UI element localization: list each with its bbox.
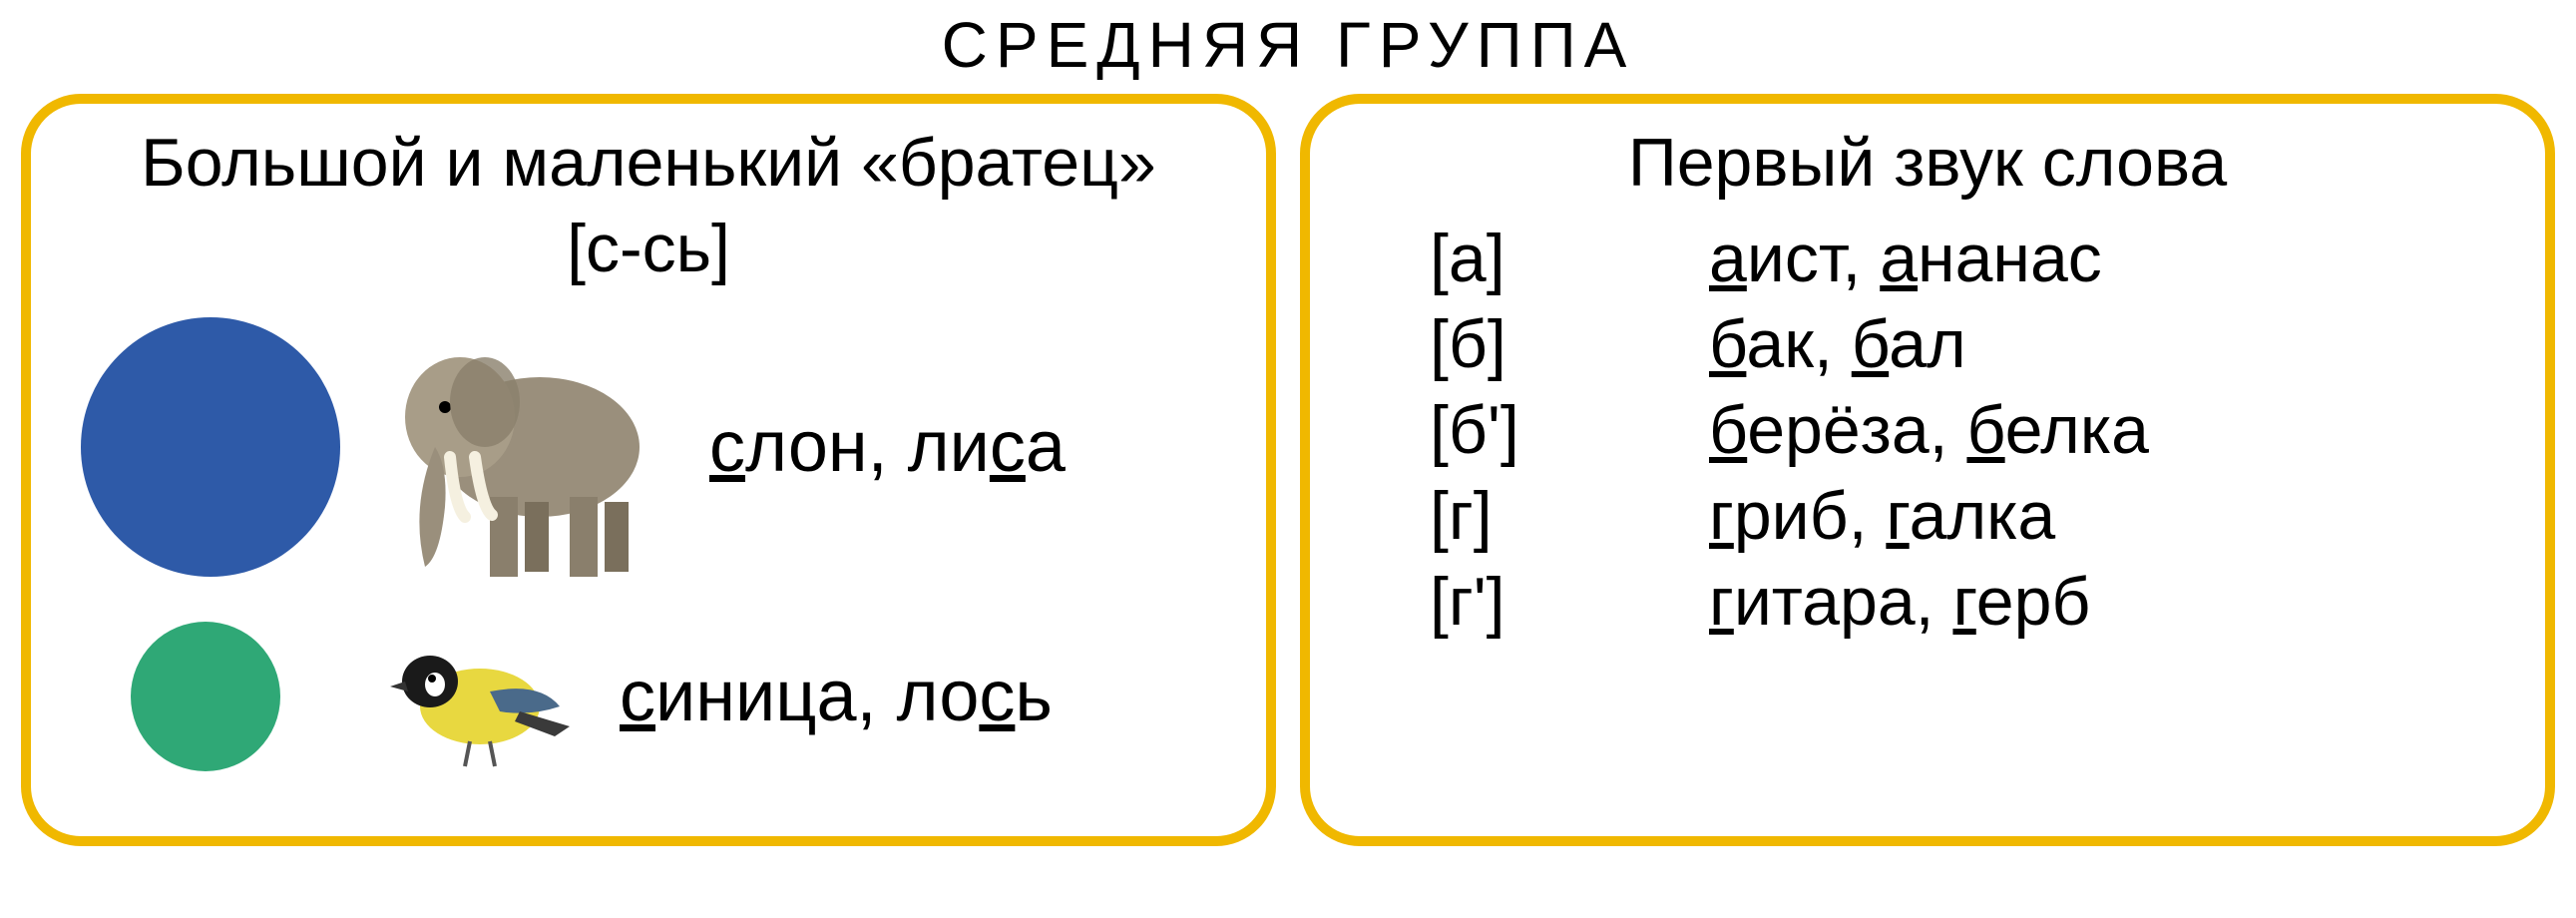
sound-label: [б] <box>1430 305 1709 383</box>
word-post: елка <box>2005 392 2149 468</box>
word-post: алка <box>1910 478 2056 554</box>
word-underline: с <box>620 657 655 736</box>
word-sep: , <box>868 407 908 487</box>
word-post: ал <box>1889 306 1966 382</box>
left-panel-title: Большой и маленький «братец» <box>141 124 1156 202</box>
sound-row: [б'] берёза, белка <box>1430 391 2505 469</box>
word-post: ак <box>1746 306 1814 382</box>
word-sep: , <box>1916 564 1953 640</box>
word-post: ерб <box>1976 564 2091 640</box>
left-panel: Большой и маленький «братец» [с-сь] <box>21 94 1276 846</box>
sound-words: гитара, герб <box>1709 563 2090 641</box>
word-sep: , <box>1814 306 1852 382</box>
sound-words: бак, бал <box>1709 305 1966 383</box>
small-circle-icon <box>131 622 280 771</box>
word-sep: , <box>856 657 896 736</box>
word-underline: г <box>1886 478 1909 554</box>
word-post: ист <box>1747 221 1843 296</box>
sound-label: [г] <box>1430 477 1709 555</box>
word-post: итара <box>1734 564 1916 640</box>
word-pre: ло <box>897 657 980 736</box>
word-sep: , <box>1930 392 1967 468</box>
example-words-small: синица, лось <box>620 656 1053 737</box>
sound-label: [б'] <box>1430 391 1709 469</box>
panels-container: Большой и маленький «братец» [с-сь] <box>21 94 2555 846</box>
sound-table: [а] аист, ананас [б] бак, бал [б'] берёз… <box>1350 220 2505 641</box>
example-row-big: слон, лиса <box>71 307 1226 587</box>
sound-row: [г] гриб, галка <box>1430 477 2505 555</box>
word-post: лон <box>745 407 868 487</box>
page-title: СРЕДНЯЯ ГРУППА <box>942 8 1635 82</box>
word-underline: а <box>1880 221 1918 296</box>
sound-row: [а] аист, ананас <box>1430 220 2505 297</box>
word-underline: б <box>1852 306 1889 382</box>
word-post: иница <box>655 657 856 736</box>
word-underline: а <box>1709 221 1747 296</box>
right-panel-title: Первый звук слова <box>1350 124 2505 202</box>
sound-label: [г'] <box>1430 563 1709 641</box>
elephant-image <box>370 307 669 587</box>
sound-words: берёза, белка <box>1709 391 2149 469</box>
word-sep: , <box>1842 221 1880 296</box>
sound-pair-label: [с-сь] <box>567 210 730 287</box>
sound-words: гриб, галка <box>1709 477 2055 555</box>
word-post: ь <box>1015 657 1053 736</box>
word-underline: с <box>709 407 745 487</box>
sound-words: аист, ананас <box>1709 220 2102 297</box>
word-underline: с <box>979 657 1015 736</box>
sound-label: [а] <box>1430 220 1709 297</box>
sound-row: [г'] гитара, герб <box>1430 563 2505 641</box>
right-panel: Первый звук слова [а] аист, ананас [б] б… <box>1300 94 2555 846</box>
word-post: риб <box>1734 478 1849 554</box>
word-underline: с <box>990 407 1026 487</box>
bird-image <box>360 617 580 776</box>
word-pre: ли <box>908 407 990 487</box>
word-underline: г <box>1952 564 1975 640</box>
example-row-small: синица, лось <box>71 617 1226 776</box>
word-post: а <box>1026 407 1066 487</box>
sound-row: [б] бак, бал <box>1430 305 2505 383</box>
word-underline: г <box>1709 478 1734 554</box>
word-post: ерёза <box>1747 392 1929 468</box>
word-underline: б <box>1709 306 1746 382</box>
word-underline: б <box>1966 392 2004 468</box>
big-circle-icon <box>81 317 340 577</box>
word-underline: б <box>1709 392 1747 468</box>
word-underline: г <box>1709 564 1734 640</box>
word-post: нанас <box>1918 221 2102 296</box>
example-words-big: слон, лиса <box>709 406 1066 488</box>
word-sep: , <box>1849 478 1887 554</box>
